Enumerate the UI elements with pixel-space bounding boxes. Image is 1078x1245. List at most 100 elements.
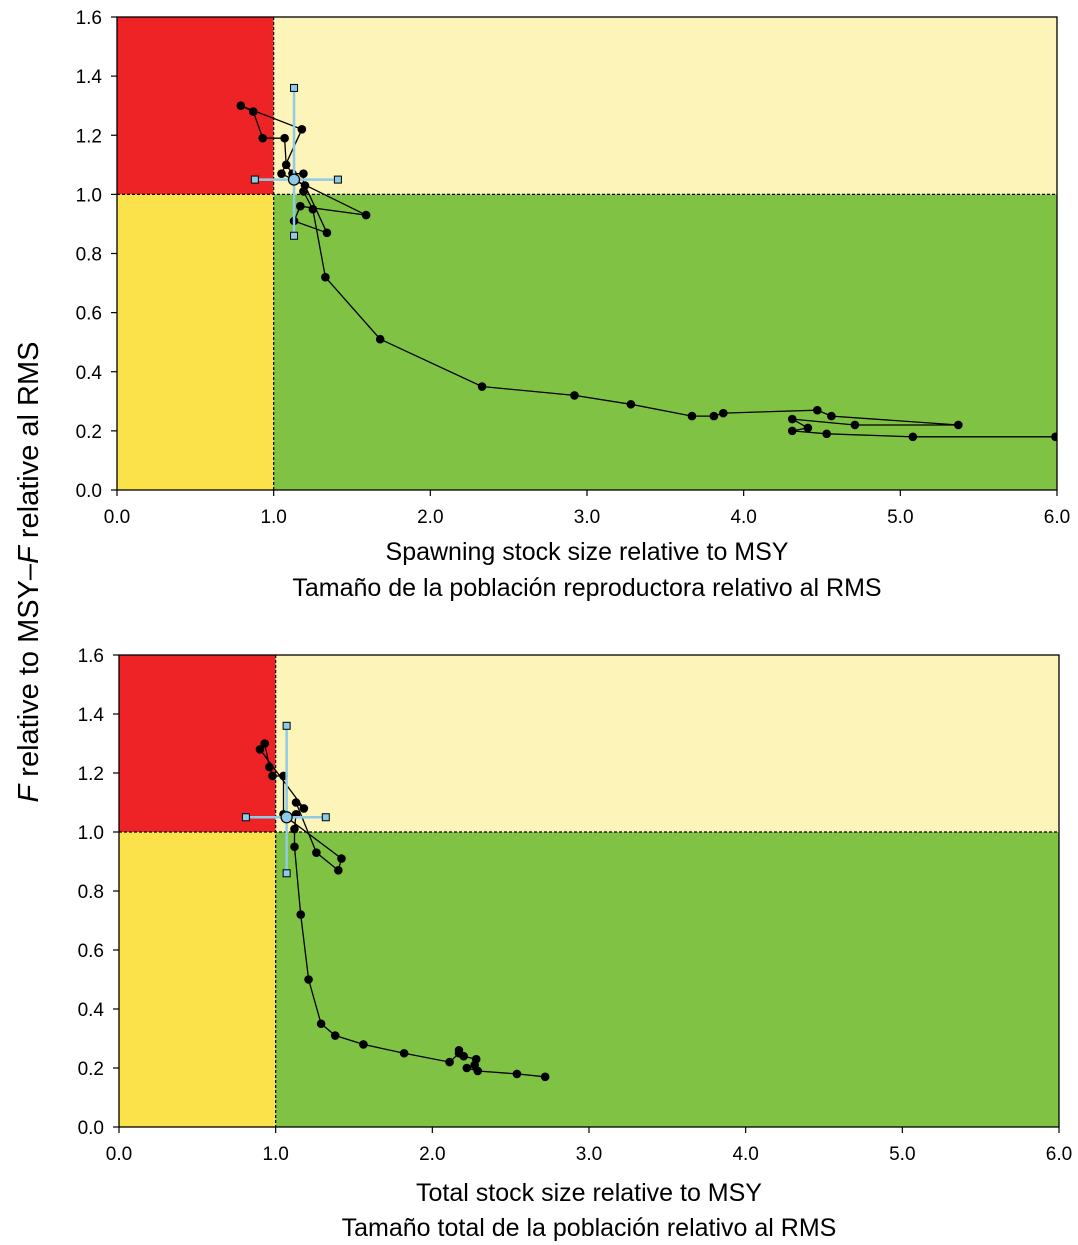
x-tick-label: 4.0 <box>730 507 756 528</box>
x-tick-label: 0.0 <box>106 1144 132 1165</box>
data-point <box>281 160 291 170</box>
current-estimate-point <box>287 173 301 186</box>
x-tick-label: 3.0 <box>574 507 600 528</box>
data-point <box>330 1031 340 1040</box>
data-point <box>687 411 697 421</box>
x-tick-label: 6.0 <box>1044 507 1070 528</box>
y-tick-label: 0.8 <box>78 882 104 903</box>
data-point <box>787 426 797 436</box>
x-axis-label-es: Tamaño de la población reproductora rela… <box>292 574 881 602</box>
data-point <box>361 210 371 220</box>
x-tick-label: 2.0 <box>417 507 443 528</box>
data-point <box>337 854 346 863</box>
y-tick-label: 1.2 <box>78 764 104 785</box>
data-point <box>316 1019 326 1029</box>
chart-panel-spawning-stock: 0.0 1.0 2.0 3.0 4.0 5.0 6.0 0.0 0.2 0.4 0.6 0.8 1.0 1… <box>76 8 1071 602</box>
y-tick-label: 1.2 <box>76 126 102 147</box>
x-tick-label: 3.0 <box>576 1144 602 1165</box>
data-point <box>375 334 385 344</box>
data-point <box>277 169 286 178</box>
plot-area <box>255 739 550 1082</box>
data-point <box>299 169 308 178</box>
y-tick-label: 0.4 <box>76 363 103 384</box>
y-tick-label: 1.4 <box>76 67 103 88</box>
data-point <box>471 1054 481 1064</box>
y-tick-label: 0.2 <box>76 422 102 443</box>
y-tick-label: 0.8 <box>76 245 102 266</box>
data-point <box>304 975 313 984</box>
y-tick-label: 1.6 <box>76 8 102 29</box>
data-point <box>954 420 963 430</box>
data-point <box>570 391 579 400</box>
current-ci-endpoint <box>290 83 299 92</box>
x-tick-label: 6.0 <box>1046 1144 1072 1165</box>
data-point <box>268 771 277 781</box>
current-ci-endpoint <box>282 869 291 878</box>
y-tick-label: 0.0 <box>76 481 102 502</box>
data-point <box>280 133 289 143</box>
data-point <box>445 1057 454 1067</box>
data-point <box>719 408 728 418</box>
zone-healthy <box>275 832 1060 1127</box>
data-point <box>258 133 268 143</box>
y-tick-label: 0.6 <box>76 304 102 325</box>
zone-overfished <box>117 194 274 490</box>
chart-panel-total-stock: 0.0 1.0 2.0 3.0 4.0 5.0 6.0 0.0 0.2 0.4 0.6 0.8 1.0 1… <box>78 646 1073 1242</box>
data-point <box>296 910 306 919</box>
data-point <box>454 1048 464 1058</box>
data-point <box>399 1048 409 1058</box>
zone-overfished-overfishing <box>119 655 276 832</box>
data-point <box>359 1040 368 1049</box>
data-point <box>803 423 813 433</box>
data-point <box>290 842 299 852</box>
data-point <box>908 432 918 442</box>
zone-overfishing <box>273 17 1058 195</box>
data-point <box>813 405 822 415</box>
data-point <box>512 1069 522 1079</box>
data-point <box>1051 432 1057 442</box>
data-point <box>321 272 330 282</box>
y-tick-label: 1.4 <box>78 705 105 726</box>
data-point <box>296 201 305 211</box>
x-tick-label: 1.0 <box>262 1144 288 1165</box>
y-tick-label: 0.0 <box>78 1118 104 1139</box>
y-tick-label: 1.6 <box>78 646 104 667</box>
y-tick-label: 0.2 <box>78 1059 104 1080</box>
y-axis-label: F relative to MSY–F relative al RMS <box>13 342 45 803</box>
data-point <box>626 399 636 409</box>
x-tick-label: 2.0 <box>419 1144 445 1165</box>
data-point <box>255 745 265 754</box>
data-point <box>297 125 307 134</box>
x-tick-label: 4.0 <box>732 1144 758 1165</box>
current-ci-endpoint <box>290 231 299 240</box>
data-point <box>540 1072 550 1082</box>
data-point <box>322 228 332 238</box>
data-point <box>291 798 301 807</box>
data-point <box>822 429 831 439</box>
current-ci-endpoint <box>282 721 291 730</box>
data-point <box>334 866 343 875</box>
data-point <box>312 848 321 857</box>
current-ci-endpoint <box>333 175 342 184</box>
data-point <box>827 411 836 421</box>
x-axis-label-en: Spawning stock size relative to MSY <box>386 538 789 566</box>
y-tick-label: 1.0 <box>76 185 102 206</box>
zone-overfishing <box>275 655 1060 832</box>
data-point <box>462 1063 472 1073</box>
data-point <box>850 420 860 430</box>
data-point <box>308 204 318 214</box>
current-ci-endpoint <box>321 813 330 822</box>
y-tick-label: 0.4 <box>78 1000 105 1021</box>
data-point <box>290 824 299 834</box>
y-tick-label: 0.6 <box>78 941 104 962</box>
data-point <box>709 411 719 421</box>
zone-healthy <box>273 194 1058 490</box>
data-point <box>787 414 797 424</box>
data-point <box>249 107 258 116</box>
x-tick-label: 0.0 <box>104 507 130 528</box>
x-axis-label-es: Tamaño total de la población relativo al… <box>342 1214 837 1242</box>
data-point <box>299 804 309 813</box>
x-tick-label: 5.0 <box>887 507 913 528</box>
data-point <box>300 181 310 190</box>
